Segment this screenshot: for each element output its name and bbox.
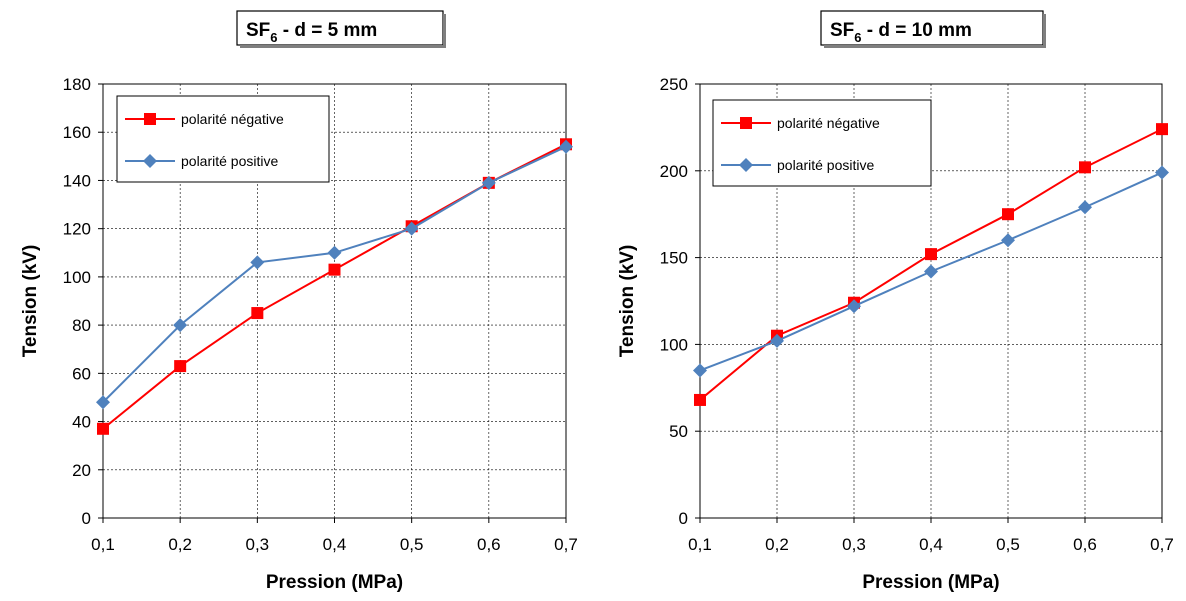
y-tick-label: 150	[660, 249, 688, 268]
x-tick-label: 0,1	[688, 535, 712, 554]
data-point-square	[1002, 208, 1014, 221]
title-box-shadow	[824, 45, 1046, 48]
y-tick-label: 250	[660, 75, 688, 94]
x-tick-label: 0,1	[91, 535, 115, 554]
series-positive	[693, 165, 1169, 378]
legend-marker-diamond	[143, 154, 157, 168]
x-tick-label: 0,6	[477, 535, 501, 554]
data-point-diamond	[96, 395, 110, 410]
legend-box	[116, 95, 330, 183]
data-point-square	[251, 307, 264, 320]
data-point-diamond	[847, 299, 861, 314]
chart-title: SF6 - d = 5 mm	[246, 20, 377, 45]
legend-box	[712, 99, 932, 187]
y-tick-label: 0	[679, 509, 688, 528]
data-point-square	[97, 422, 109, 435]
legend-marker-diamond	[739, 158, 753, 172]
data-point-diamond	[404, 221, 419, 236]
y-axis-label: Tension (kV)	[617, 245, 638, 358]
data-point-diamond	[327, 245, 342, 260]
data-point-square	[1079, 161, 1091, 174]
data-point-diamond	[481, 175, 496, 190]
title-box-shadow	[240, 45, 446, 48]
data-point-diamond	[1155, 165, 1169, 180]
chart-title-box	[236, 10, 444, 46]
x-tick-label: 0,4	[919, 535, 943, 554]
legend-label: polarité positive	[181, 153, 278, 169]
chart-2: 0 50 100 150 200 250 0,1 0,2 0,3 0,4 0,5 0,6 0,7 Pres…	[617, 10, 1174, 593]
data-point-diamond	[173, 318, 188, 333]
y-tick-label: 0	[82, 509, 91, 528]
legend: polarité négative polarité positive	[712, 99, 932, 187]
x-axis-label: Pression (MPa)	[862, 572, 999, 593]
y-tick-label: 120	[63, 220, 91, 239]
y-tick-label: 200	[660, 162, 688, 181]
y-tick-label: 40	[72, 413, 91, 432]
chart-title: SF6 - d = 10 mm	[830, 20, 972, 45]
x-tick-label: 0,2	[765, 535, 789, 554]
data-point-square	[174, 360, 187, 373]
legend-label: polarité négative	[777, 115, 880, 131]
data-point-square	[1156, 123, 1168, 136]
x-tick-label: 0,7	[554, 535, 578, 554]
y-tick-label: 60	[72, 364, 91, 383]
x-tick-label: 0,2	[168, 535, 192, 554]
title-box-shadow	[1043, 14, 1046, 48]
x-tick-label: 0,3	[842, 535, 866, 554]
data-point-square	[328, 263, 341, 276]
y-tick-label: 20	[72, 461, 91, 480]
data-point-square	[925, 248, 937, 261]
x-tick-label: 0,3	[246, 535, 270, 554]
y-tick-label: 80	[72, 316, 91, 335]
y-tick-label: 180	[63, 75, 91, 94]
data-point-square	[694, 393, 706, 406]
series-positive	[96, 139, 573, 410]
title-box-shadow	[443, 14, 446, 48]
legend-marker-square	[144, 113, 156, 125]
chart-1: 0 20 40 60 80 100 120 140 160 180 0,1 0,2 0,3 0,4 0,5 0…	[20, 10, 578, 593]
data-point-diamond	[924, 264, 938, 279]
x-tick-label: 0,6	[1073, 535, 1097, 554]
y-tick-label: 50	[669, 422, 688, 441]
x-tick-label: 0,5	[996, 535, 1020, 554]
y-tick-label: 100	[660, 335, 688, 354]
data-point-diamond	[693, 363, 707, 378]
x-tick-label: 0,4	[323, 535, 347, 554]
data-point-diamond	[559, 139, 573, 154]
x-axis-label: Pression (MPa)	[266, 572, 403, 593]
legend-label: polarité positive	[777, 157, 874, 173]
data-point-diamond	[1001, 233, 1015, 248]
y-tick-label: 100	[63, 268, 91, 287]
data-point-diamond	[1078, 200, 1092, 215]
legend-label: polarité négative	[181, 111, 284, 127]
x-tick-label: 0,7	[1150, 535, 1174, 554]
x-tick-label: 0,5	[400, 535, 424, 554]
y-axis-label: Tension (kV)	[20, 245, 41, 358]
y-tick-label: 160	[63, 123, 91, 142]
legend-marker-square	[740, 117, 752, 129]
legend: polarité négative polarité positive	[116, 95, 330, 183]
data-point-diamond	[250, 255, 265, 270]
y-tick-label: 140	[63, 171, 91, 190]
data-point-diamond	[770, 333, 784, 348]
